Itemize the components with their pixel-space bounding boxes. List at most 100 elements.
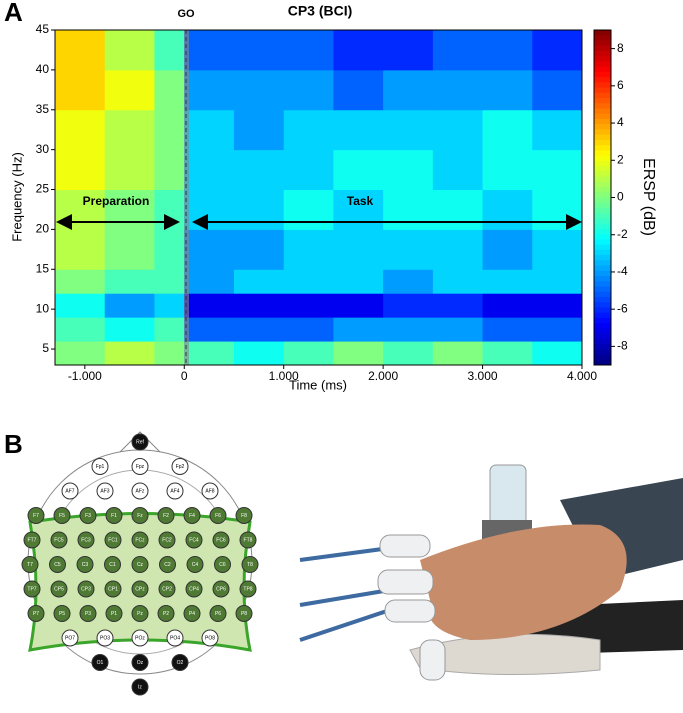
electrode xyxy=(96,629,114,647)
electrode xyxy=(166,482,184,500)
colorbar-step xyxy=(594,359,611,366)
electrode xyxy=(77,580,95,598)
electrode xyxy=(241,556,259,573)
colorbar-step xyxy=(594,255,611,261)
electrode xyxy=(131,580,149,598)
colorbar-step xyxy=(594,260,611,267)
colorbar-step xyxy=(594,50,611,57)
heat-cell xyxy=(104,269,155,294)
colorbar-step xyxy=(594,56,611,62)
colorbar-step xyxy=(594,103,611,110)
heat-cell xyxy=(283,109,334,151)
heat-cell xyxy=(283,269,334,294)
finger-clip xyxy=(377,569,434,595)
colorbar-step xyxy=(594,333,611,340)
colorbar-step xyxy=(594,181,611,188)
colorbar-step xyxy=(594,218,611,225)
colorbar-step xyxy=(594,45,611,52)
electrode-label: T7 xyxy=(27,562,33,568)
electrode xyxy=(171,458,189,475)
electrode xyxy=(61,482,79,500)
colorbar-step xyxy=(594,207,611,214)
electrode-label: Cz xyxy=(137,562,144,568)
electrode xyxy=(104,556,121,573)
electrode-label: FC4 xyxy=(189,537,199,543)
electrode-label: P5 xyxy=(59,611,65,617)
heat-cell xyxy=(532,109,583,151)
heat-cell xyxy=(104,30,155,71)
chart-title: CP3 (BCI) xyxy=(288,3,353,19)
heat-cell xyxy=(283,149,334,191)
electrode-label: AFz xyxy=(136,488,145,494)
heat-cell xyxy=(154,30,185,71)
colorbar-step xyxy=(594,139,611,146)
heat-cell xyxy=(154,69,185,111)
heat-cell xyxy=(432,69,484,111)
heat-cell xyxy=(233,317,285,342)
x-tick-label: -1.000 xyxy=(68,369,102,383)
heat-cell xyxy=(383,341,434,366)
heat-cell xyxy=(184,293,235,318)
preparation-label: Preparation xyxy=(83,194,150,208)
colorbar-step xyxy=(594,40,611,47)
electrode-label: PO8 xyxy=(205,635,215,641)
electrode-label: TP7 xyxy=(27,586,36,592)
heat-cell xyxy=(283,293,334,318)
heat-cell xyxy=(104,317,155,342)
colorbar-step xyxy=(594,291,611,298)
electrode xyxy=(131,507,149,524)
heat-cell xyxy=(383,189,434,230)
electrode-label: AF3 xyxy=(100,488,109,494)
heat-cell xyxy=(383,269,434,294)
x-tick-label: 1.000 xyxy=(269,369,299,383)
heat-cell xyxy=(55,317,106,342)
electrode xyxy=(23,580,41,598)
y-tick-label: 20 xyxy=(36,222,50,236)
heat-cell xyxy=(154,109,185,151)
heat-cell xyxy=(482,109,533,151)
colorbar-step xyxy=(594,312,611,319)
colorbar-step xyxy=(594,82,611,89)
x-tick-label: 3.000 xyxy=(468,369,498,383)
heat-cell xyxy=(233,341,285,366)
electrode xyxy=(77,531,95,549)
heat-cell xyxy=(532,149,583,191)
cables xyxy=(299,546,391,642)
heat-cell xyxy=(532,229,583,270)
x-tick-label: 2.000 xyxy=(368,369,398,383)
heat-cell xyxy=(55,109,106,151)
electrode xyxy=(201,482,219,500)
heat-cell xyxy=(482,69,533,111)
colorbar-tick-label: 4 xyxy=(617,115,624,129)
electrode-label: Fpz xyxy=(136,464,145,470)
x-tick-label: 4.000 xyxy=(567,369,597,383)
heat-cell xyxy=(184,317,235,342)
heat-cell xyxy=(283,30,334,71)
electrode xyxy=(96,482,114,500)
finger-clip xyxy=(419,639,446,681)
heat-cell xyxy=(283,69,334,111)
electrode-label: CP1 xyxy=(108,586,118,592)
heat-cell xyxy=(532,317,583,342)
electrode-label: P8 xyxy=(241,611,247,617)
colorbar-step xyxy=(594,213,611,219)
electrode xyxy=(131,629,149,647)
electrode xyxy=(209,507,227,524)
panel-label: A xyxy=(4,0,23,27)
electrode xyxy=(157,507,175,524)
electrode xyxy=(61,629,79,647)
electrode xyxy=(105,605,123,622)
electrode xyxy=(212,531,230,549)
electrode-label: O2 xyxy=(177,660,184,666)
heat-cell xyxy=(333,229,384,270)
colorbar-step xyxy=(594,338,611,345)
electrode xyxy=(212,580,230,598)
heat-cell xyxy=(383,317,434,342)
electrode xyxy=(239,580,257,598)
plot-frame xyxy=(54,29,583,366)
photo xyxy=(299,430,683,700)
nose xyxy=(119,431,161,453)
electrode-label: F1 xyxy=(111,513,117,519)
electrode-label: POz xyxy=(135,635,145,641)
